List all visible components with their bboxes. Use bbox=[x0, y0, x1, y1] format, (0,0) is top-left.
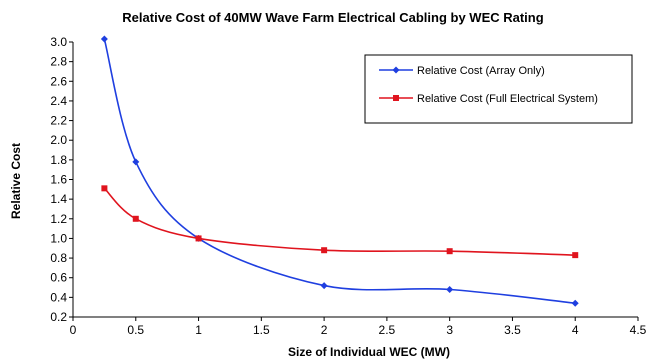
y-tick-label: 0.4 bbox=[50, 290, 67, 304]
legend-swatch-marker bbox=[393, 95, 399, 101]
y-tick-label: 0.6 bbox=[50, 271, 67, 285]
x-tick-label: 4.5 bbox=[630, 323, 647, 337]
legend-entry: Relative Cost (Full Electrical System) bbox=[379, 93, 598, 105]
x-tick-label: 2.5 bbox=[379, 323, 396, 337]
series-2 bbox=[101, 185, 579, 259]
x-tick-label: 4 bbox=[572, 323, 579, 337]
series-line bbox=[103, 38, 576, 305]
data-point bbox=[132, 158, 140, 166]
data-point bbox=[321, 247, 328, 254]
axes: 0.2 0.4 0.6 0.8 1.0 1.2 1.4 1.6 1.8 2.0 2.2 2.4 2.6 2… bbox=[50, 35, 646, 337]
x-tick-label: 3.5 bbox=[504, 323, 521, 337]
data-point bbox=[320, 282, 328, 290]
x-tick-label: 1.5 bbox=[253, 323, 270, 337]
y-tick-label: 1.8 bbox=[50, 153, 67, 167]
legend-label: Relative Cost (Array Only) bbox=[417, 65, 545, 77]
x-axis-label: Size of Individual WEC (MW) bbox=[288, 345, 450, 359]
y-tick-label: 1.2 bbox=[50, 212, 67, 226]
y-tick-label: 0.2 bbox=[50, 310, 67, 324]
y-tick-label: 2.4 bbox=[50, 94, 67, 108]
x-tick-label: 2 bbox=[321, 323, 328, 337]
x-tick-label: 1 bbox=[195, 323, 202, 337]
y-tick-label: 0.8 bbox=[50, 251, 67, 265]
y-tick-label: 2.8 bbox=[50, 55, 67, 69]
data-point bbox=[100, 35, 108, 43]
legend-swatch-marker bbox=[392, 66, 400, 74]
x-tick-label: 0.5 bbox=[127, 323, 144, 337]
y-axis-label: Relative Cost bbox=[9, 143, 23, 219]
y-tick-label: 2.2 bbox=[50, 114, 67, 128]
x-tick-label: 3 bbox=[446, 323, 453, 337]
data-point bbox=[446, 248, 453, 255]
y-tick-label: 1.4 bbox=[50, 192, 67, 206]
chart-title: Relative Cost of 40MW Wave Farm Electric… bbox=[122, 10, 543, 25]
series-line bbox=[103, 187, 576, 256]
legend-entry: Relative Cost (Array Only) bbox=[379, 65, 545, 77]
data-point bbox=[571, 299, 579, 307]
legend-label: Relative Cost (Full Electrical System) bbox=[417, 93, 598, 105]
y-tick-label: 2.6 bbox=[50, 74, 67, 88]
legend-box bbox=[364, 54, 633, 124]
y-tick-label: 1.0 bbox=[50, 231, 67, 245]
series-1 bbox=[100, 35, 579, 307]
data-point bbox=[132, 215, 139, 222]
y-tick-label: 1.6 bbox=[50, 173, 67, 187]
data-point bbox=[572, 252, 579, 259]
data-point bbox=[101, 185, 108, 192]
series-layer bbox=[100, 35, 579, 307]
legend: Relative Cost (Array Only) Relative Cost … bbox=[364, 54, 633, 124]
y-tick-label: 3.0 bbox=[50, 35, 67, 49]
y-tick-label: 2.0 bbox=[50, 133, 67, 147]
data-point bbox=[446, 286, 454, 293]
x-tick-label: 0 bbox=[70, 323, 77, 337]
data-point bbox=[195, 235, 202, 242]
